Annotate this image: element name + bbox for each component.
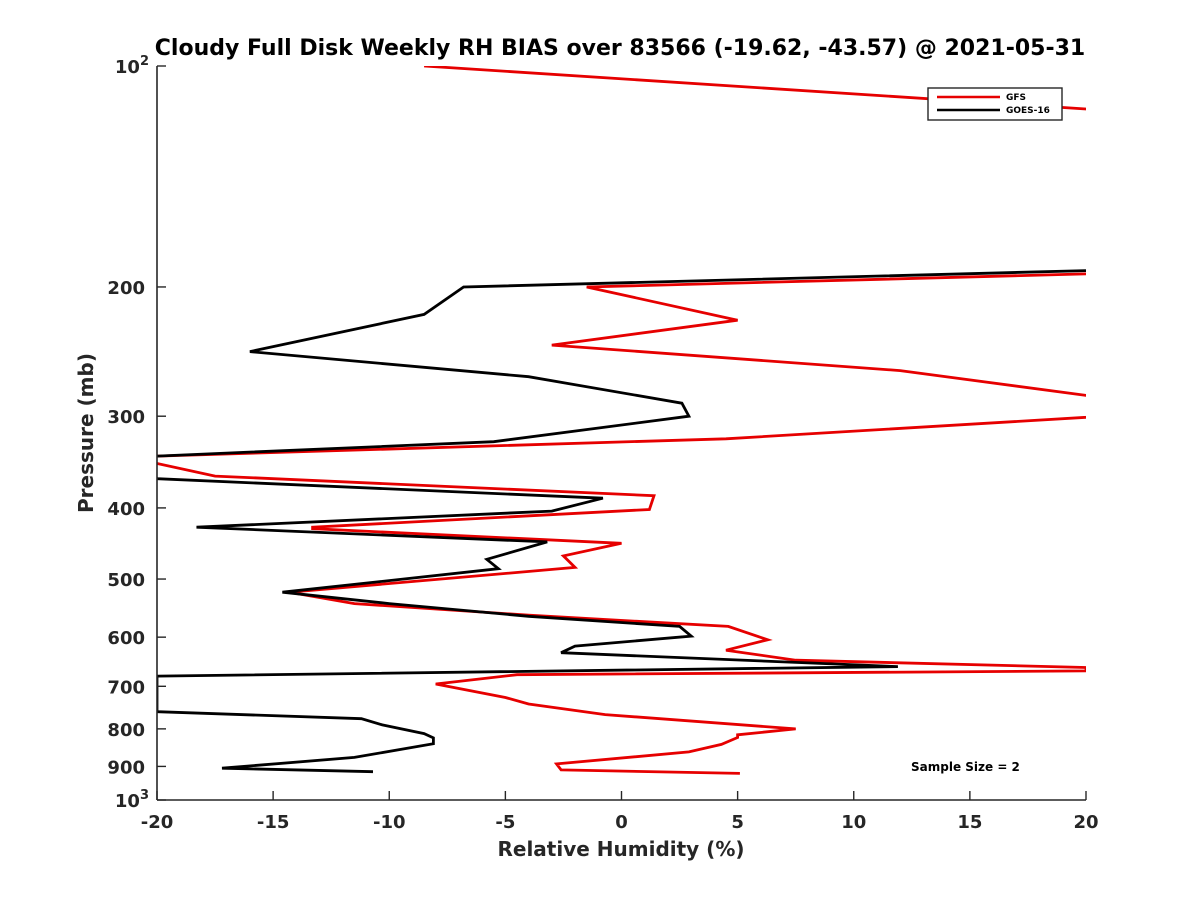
x-tick-label: -15 (257, 812, 290, 833)
legend: GFS GOES-16 (927, 87, 1063, 121)
x-tick-label: 5 (731, 812, 744, 833)
series-layer (157, 66, 1086, 775)
x-tick-label: 20 (1073, 812, 1098, 833)
y-tick-label: 600 (107, 628, 145, 649)
x-tick-label: -20 (141, 812, 174, 833)
x-tick-label: -10 (373, 812, 406, 833)
y-tick-label: 900 (107, 757, 145, 778)
series-line-goes-16 (157, 269, 1086, 774)
y-tick-label: 300 (107, 407, 145, 428)
y-tick-label: 400 (107, 499, 145, 520)
x-tick-label: 0 (615, 812, 628, 833)
y-tick-label: 800 (107, 720, 145, 741)
y-tick-label: 500 (107, 570, 145, 591)
chart-title: Cloudy Full Disk Weekly RH BIAS over 835… (155, 36, 1085, 61)
series-line-gfs (157, 66, 1086, 775)
sample-size-annotation: Sample Size = 2 (911, 760, 1020, 774)
x-tick-label: 10 (841, 812, 866, 833)
y-tick-label: 102 (115, 54, 149, 78)
x-tick-label: -5 (495, 812, 515, 833)
x-tick-label: 15 (957, 812, 982, 833)
legend-label-gfs: GFS (1006, 93, 1026, 103)
y-axis-label: Pressure (mb) (74, 353, 98, 513)
y-ticks: 102 200 300 400 500 600 700 800 900 103 (107, 54, 166, 812)
y-tick-label: 103 (115, 788, 149, 812)
x-axis-label: Relative Humidity (%) (497, 837, 744, 861)
y-tick-label: 200 (107, 278, 145, 299)
y-tick-label: 700 (107, 677, 145, 698)
legend-label-goes16: GOES-16 (1006, 106, 1050, 116)
legend-box (927, 87, 1063, 121)
x-ticks: -20 -15 -10 -5 0 5 10 15 20 (141, 791, 1099, 833)
